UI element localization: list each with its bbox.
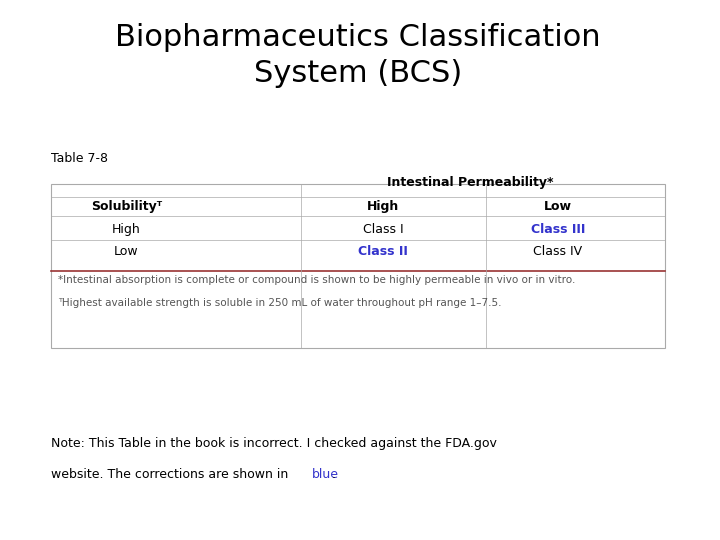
Text: Note: This Table in the book is incorrect. I checked against the FDA.gov: Note: This Table in the book is incorrec… xyxy=(51,436,498,449)
Text: ᵀHighest available strength is soluble in 250 mL of water throughout pH range 1–: ᵀHighest available strength is soluble i… xyxy=(58,299,502,308)
Text: Solubilityᵀ: Solubilityᵀ xyxy=(91,200,162,213)
Text: Class II: Class II xyxy=(358,245,408,258)
Text: Intestinal Permeability*: Intestinal Permeability* xyxy=(387,176,554,189)
Text: Table 7-8: Table 7-8 xyxy=(51,152,108,165)
Text: High: High xyxy=(112,223,140,236)
Text: Class IV: Class IV xyxy=(533,245,582,258)
Text: Class III: Class III xyxy=(531,223,585,236)
Text: Biopharmaceutics Classification
System (BCS): Biopharmaceutics Classification System (… xyxy=(115,23,600,88)
Text: Low: Low xyxy=(114,245,138,258)
Text: website. The corrections are shown in: website. The corrections are shown in xyxy=(51,468,292,481)
Text: .: . xyxy=(332,468,336,481)
Text: High: High xyxy=(366,200,399,213)
Text: *Intestinal absorption is complete or compound is shown to be highly permeable i: *Intestinal absorption is complete or co… xyxy=(58,275,576,285)
Text: Low: Low xyxy=(544,200,572,213)
Text: blue: blue xyxy=(312,468,338,481)
Text: Class I: Class I xyxy=(363,223,403,236)
